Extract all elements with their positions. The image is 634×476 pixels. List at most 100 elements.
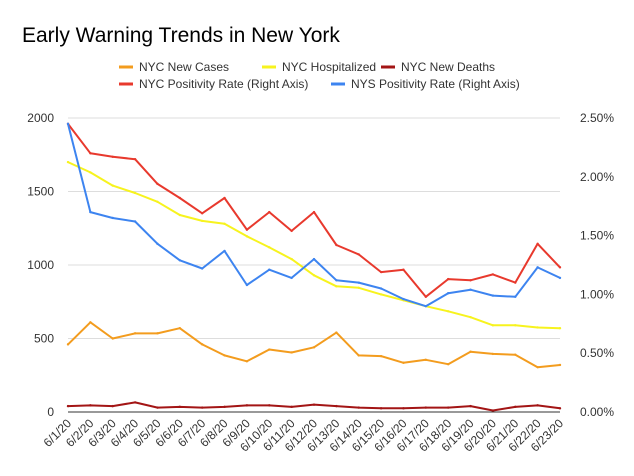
data-point-nyc-new-deaths	[312, 403, 316, 406]
data-point-nyc-hospitalized	[536, 326, 539, 329]
data-point-nys-positivity-rate-right-axis	[514, 295, 517, 298]
data-point-nyc-hospitalized	[469, 315, 472, 319]
series-line-nyc-positivity-rate-right-axis	[67, 123, 561, 298]
data-point-nyc-new-cases	[424, 358, 428, 362]
data-point-nyc-positivity-rate-right-axis	[491, 273, 495, 276]
data-point-nys-positivity-rate-right-axis	[268, 268, 271, 271]
data-point-nyc-hospitalized	[111, 184, 114, 187]
right-axis-tick-label: 2.00%	[580, 170, 614, 184]
data-point-nyc-new-cases	[111, 337, 114, 340]
data-point-nyc-hospitalized	[335, 285, 338, 288]
data-point-nyc-hospitalized	[558, 327, 562, 330]
right-axis-tick-label: 1.50%	[580, 229, 614, 243]
right-axis-tick-label: 0.00%	[580, 405, 614, 419]
series-line-nyc-hospitalized	[67, 161, 561, 330]
data-point-nyc-new-cases	[357, 354, 360, 357]
data-point-nyc-new-cases	[200, 343, 204, 346]
left-axis-tick-label: 1000	[27, 258, 54, 272]
data-point-nys-positivity-rate-right-axis	[245, 283, 249, 287]
data-point-nyc-hospitalized	[178, 213, 182, 217]
left-axis-tick-label: 500	[34, 332, 54, 346]
legend-label: NYC Hospitalized	[282, 60, 376, 74]
data-point-nyc-new-deaths	[245, 404, 249, 407]
axes: 0 500 1000 1500 2000 0.00% 0.50% 1.00% 1.50% 2.00…	[27, 111, 614, 454]
data-point-nys-positivity-rate-right-axis	[379, 287, 383, 290]
data-point-nyc-positivity-rate-right-axis	[133, 157, 137, 161]
data-point-nyc-new-cases	[558, 363, 562, 367]
data-point-nyc-hospitalized	[89, 171, 92, 174]
data-point-nyc-new-deaths	[200, 406, 204, 409]
data-point-nyc-new-deaths	[89, 404, 92, 407]
data-point-nyc-new-cases	[379, 354, 383, 358]
data-point-nyc-positivity-rate-right-axis	[290, 229, 293, 233]
data-point-nyc-new-cases	[223, 354, 226, 357]
data-point-nyc-new-cases	[312, 346, 316, 349]
data-point-nyc-hospitalized	[379, 293, 383, 296]
data-point-nyc-new-deaths	[469, 404, 472, 408]
data-point-nys-positivity-rate-right-axis	[335, 279, 338, 282]
left-axis-tick-label: 1500	[27, 185, 54, 199]
data-point-nyc-positivity-rate-right-axis	[536, 242, 539, 246]
data-point-nyc-new-cases	[156, 332, 159, 335]
data-point-nyc-new-cases	[268, 348, 271, 351]
data-point-nys-positivity-rate-right-axis	[312, 257, 316, 261]
data-point-nyc-positivity-rate-right-axis	[446, 277, 450, 281]
data-point-nyc-new-deaths	[290, 405, 293, 409]
data-point-nyc-positivity-rate-right-axis	[156, 182, 159, 186]
data-point-nys-positivity-rate-right-axis	[402, 297, 405, 301]
data-point-nyc-new-cases	[469, 350, 472, 353]
data-point-nyc-hospitalized	[514, 324, 517, 327]
data-point-nyc-new-cases	[402, 361, 405, 364]
data-point-nyc-new-deaths	[379, 407, 383, 410]
data-point-nyc-hospitalized	[223, 222, 226, 226]
data-point-nyc-positivity-rate-right-axis	[312, 210, 316, 214]
data-point-nyc-positivity-rate-right-axis	[178, 196, 182, 200]
data-point-nyc-positivity-rate-right-axis	[357, 253, 360, 256]
data-point-nyc-positivity-rate-right-axis	[402, 268, 405, 271]
data-point-nyc-new-deaths	[446, 406, 450, 409]
data-point-nys-positivity-rate-right-axis	[223, 249, 226, 253]
data-point-nyc-hospitalized	[245, 235, 249, 238]
data-point-nyc-positivity-rate-right-axis	[514, 281, 517, 284]
data-point-nyc-hospitalized	[312, 274, 316, 277]
data-point-nyc-new-deaths	[156, 406, 159, 409]
series-line-nyc-new-cases	[67, 321, 561, 369]
data-point-nyc-new-cases	[514, 353, 517, 356]
data-point-nys-positivity-rate-right-axis	[424, 304, 428, 308]
data-point-nyc-positivity-rate-right-axis	[200, 212, 204, 215]
right-axis-tick-label: 1.00%	[580, 287, 614, 301]
data-point-nyc-positivity-rate-right-axis	[89, 152, 92, 155]
right-axis-tick-label: 0.50%	[580, 346, 614, 360]
data-point-nyc-new-cases	[536, 365, 539, 369]
data-point-nyc-positivity-rate-right-axis	[223, 196, 226, 200]
data-point-nyc-new-deaths	[402, 407, 405, 410]
legend-label: NYC New Cases	[139, 60, 229, 74]
data-point-nys-positivity-rate-right-axis	[133, 220, 137, 223]
data-point-nyc-new-cases	[178, 327, 182, 330]
data-point-nyc-hospitalized	[491, 324, 495, 327]
data-point-nyc-hospitalized	[66, 160, 70, 164]
data-point-nyc-positivity-rate-right-axis	[245, 228, 249, 231]
data-point-nyc-new-deaths	[223, 405, 226, 409]
data-point-nyc-new-cases	[491, 352, 495, 356]
data-point-nyc-new-cases	[133, 332, 137, 335]
data-point-nyc-positivity-rate-right-axis	[335, 243, 338, 247]
series-line-nys-positivity-rate-right-axis	[67, 123, 561, 308]
data-point-nyc-positivity-rate-right-axis	[424, 295, 428, 298]
data-point-nyc-new-deaths	[335, 404, 338, 408]
legend-label: NYC New Deaths	[401, 60, 495, 74]
legend-label: NYS Positivity Rate (Right Axis)	[351, 77, 520, 91]
data-point-nyc-new-deaths	[133, 401, 137, 404]
data-point-nyc-hospitalized	[268, 246, 271, 249]
gridlines	[68, 117, 560, 413]
left-axis-tick-label: 2000	[27, 111, 54, 125]
data-point-nyc-positivity-rate-right-axis	[111, 155, 114, 159]
data-point-nyc-hospitalized	[357, 286, 360, 289]
data-point-nyc-new-deaths	[178, 405, 182, 409]
data-point-nyc-positivity-rate-right-axis	[558, 266, 562, 269]
data-point-nyc-hospitalized	[156, 200, 159, 203]
legend: NYC New Cases NYC Hospitalized NYC New Dea…	[119, 60, 520, 91]
data-point-nys-positivity-rate-right-axis	[469, 288, 472, 291]
data-point-nyc-hospitalized	[290, 257, 293, 261]
